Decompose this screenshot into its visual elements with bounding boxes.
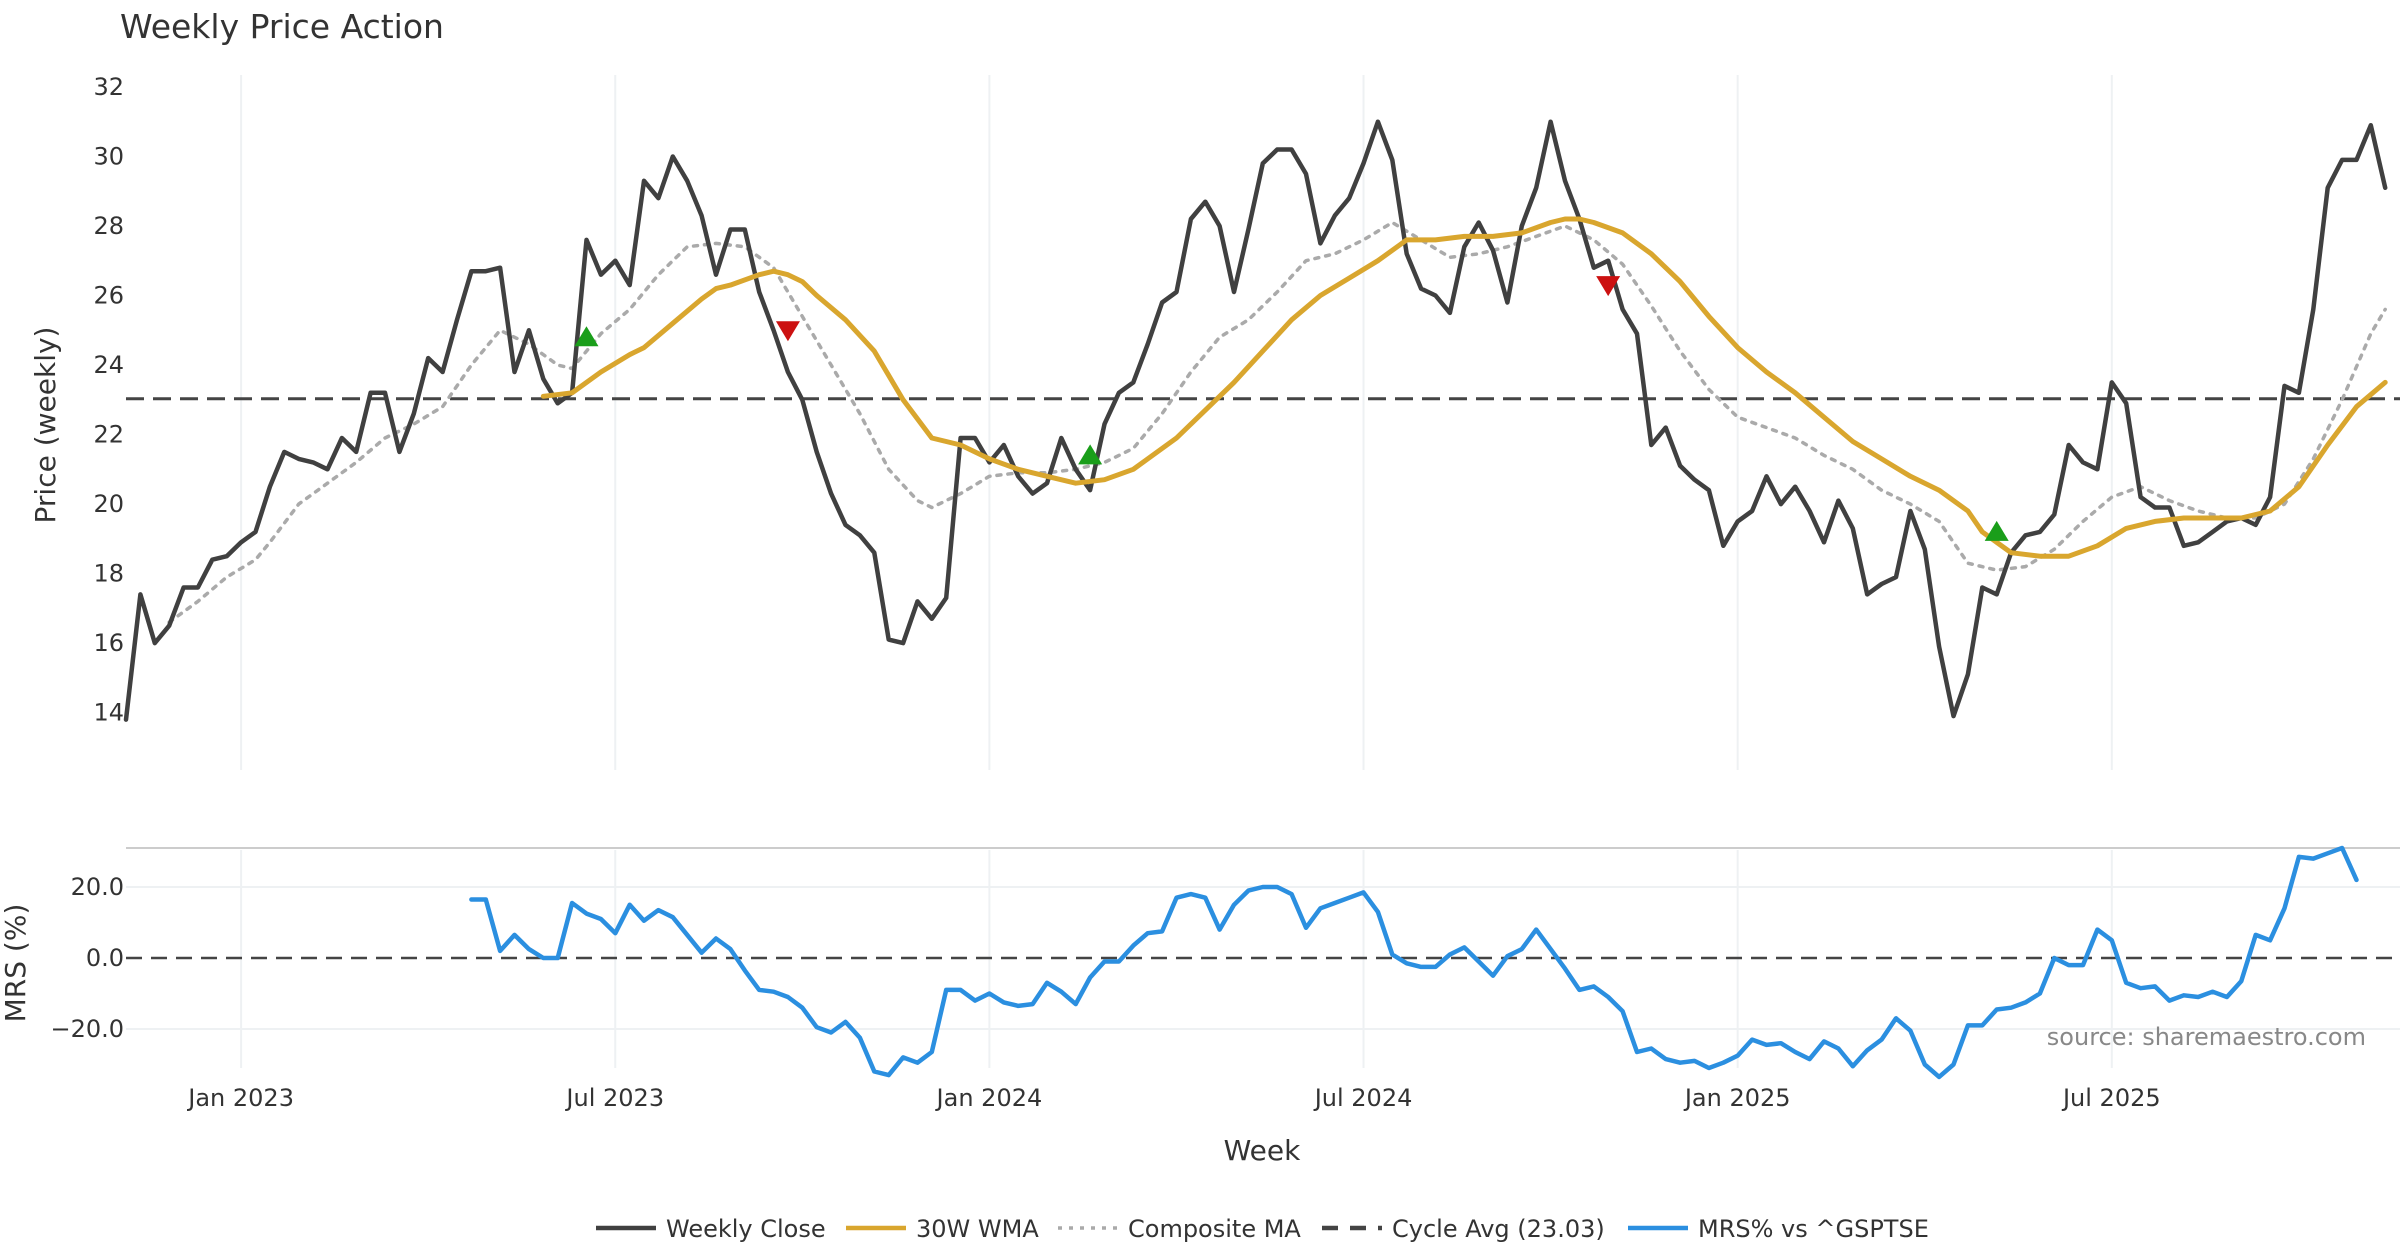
price-y-tick: 32 (93, 73, 124, 101)
mrs-y-tick: 0.0 (86, 944, 124, 972)
x-axis-label: Week (1224, 1134, 1301, 1167)
chart-title: Weekly Price Action (120, 7, 444, 46)
legend-label: Weekly Close (666, 1215, 826, 1243)
legend-entry: Composite MA (1058, 1215, 1301, 1243)
price-y-tick: 16 (93, 629, 124, 657)
buy-signal-marker (574, 326, 599, 347)
mrs-y-axis-label: MRS (%) (0, 904, 32, 1023)
x-tick-labels: Jan 2023 Jul 2023 Jan 2024 Jul 2024 Jan 2025… (186, 1084, 2160, 1112)
price-y-tick: 26 (93, 282, 124, 310)
x-tick-label: Jan 2024 (935, 1084, 1043, 1112)
buy-signal-marker (1984, 520, 2009, 541)
x-tick-label: Jan 2025 (1683, 1084, 1791, 1112)
price-y-tick: 18 (93, 560, 124, 588)
legend: Weekly Close 30W WMA Composite MA Cycle Avg… (596, 1215, 1929, 1243)
mrs-plot-area (126, 845, 2400, 1080)
price-y-tick: 20 (93, 490, 124, 518)
legend-entry: Cycle Avg (23.03) (1322, 1215, 1605, 1243)
mrs-y-tick: 20.0 (71, 873, 124, 901)
price-plot-area (123, 119, 2400, 722)
price-y-tick: 14 (93, 699, 124, 727)
legend-entry: Weekly Close (596, 1215, 826, 1243)
series-mrs-vs-gsptse (469, 845, 2359, 1080)
x-tick-label: Jul 2025 (2061, 1084, 2161, 1112)
sell-signal-marker (1596, 276, 1621, 297)
series-30w-wma (540, 216, 2388, 559)
legend-label: Composite MA (1128, 1215, 1301, 1243)
price-y-tick: 28 (93, 212, 124, 240)
legend-entry: MRS% vs ^GSPTSE (1628, 1215, 1929, 1243)
source-note: source: sharemaestro.com (2047, 1023, 2366, 1051)
mrs-y-tick-labels: 20.0 0.0 −20.0 (50, 873, 124, 1043)
legend-label: Cycle Avg (23.03) (1392, 1215, 1605, 1243)
x-tick-label: Jan 2023 (186, 1084, 294, 1112)
price-y-axis-label: Price (weekly) (29, 327, 62, 524)
legend-entry: 30W WMA (846, 1215, 1039, 1243)
price-gridlines (240, 75, 2113, 770)
legend-label: 30W WMA (916, 1215, 1039, 1243)
mrs-y-tick: −20.0 (50, 1015, 124, 1043)
price-y-tick: 22 (93, 421, 124, 449)
legend-label: MRS% vs ^GSPTSE (1698, 1215, 1929, 1243)
x-tick-label: Jul 2024 (1313, 1084, 1413, 1112)
sell-signal-marker (775, 321, 800, 342)
price-y-tick: 24 (93, 351, 124, 379)
price-y-tick-labels: 14 16 18 20 22 24 26 28 30 32 (93, 73, 124, 727)
buy-signal-marker (1078, 444, 1103, 465)
x-tick-label: Jul 2023 (564, 1084, 664, 1112)
price-y-tick: 30 (93, 142, 124, 170)
series-weekly-close (123, 119, 2388, 722)
